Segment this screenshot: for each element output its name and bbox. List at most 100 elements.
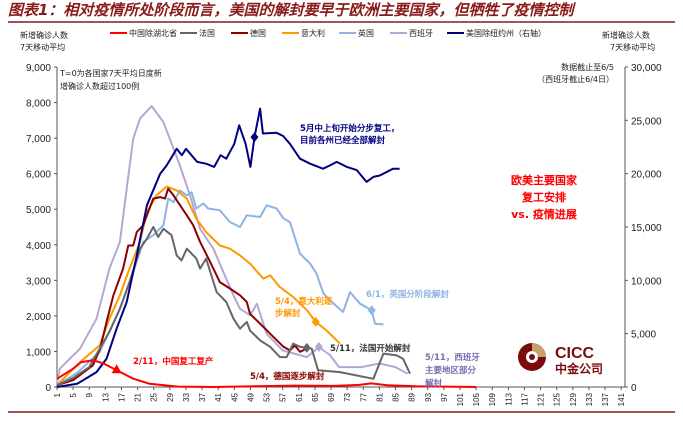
annotation-spain-line3: 解封	[425, 378, 443, 389]
x-tick-label: 53	[263, 392, 272, 401]
x-tick-label: 45	[230, 392, 239, 401]
x-tick-label: 97	[440, 392, 449, 401]
x-tick-label: 69	[327, 392, 336, 401]
right-tick-label: 15,000	[631, 223, 662, 234]
headline-line1: 欧美主要国家	[511, 173, 578, 187]
series-line-0	[56, 359, 477, 388]
left-tick-label: 1,000	[26, 347, 51, 358]
annotation-china: 2/11，中国复工复产	[133, 356, 214, 367]
cutoff-note-line2: （西班牙截止6/4日）	[537, 74, 614, 84]
legend-label: 意大利	[301, 28, 325, 38]
x-tick-label: 89	[408, 392, 417, 401]
right-tick-label: 25,000	[631, 116, 662, 127]
right-tick-label: 20,000	[631, 170, 662, 181]
diamond-marker-icon	[311, 316, 320, 327]
x-tick-label: 57	[279, 392, 288, 401]
series-line-4	[56, 189, 384, 387]
x-tick-label: 9	[85, 392, 94, 397]
t0-note-line1: T=0为各国家7天平均日度新	[59, 68, 162, 78]
x-tick-label: 129	[569, 392, 578, 406]
series-line-3	[56, 185, 341, 386]
left-tick-label: 0	[45, 383, 51, 394]
legend-label: 中国除湖北省	[129, 28, 177, 38]
x-tick-label: 29	[166, 392, 175, 401]
series-line-2	[56, 187, 308, 387]
left-tick-label: 8,000	[26, 99, 51, 110]
logo-text-en: CICC	[555, 345, 595, 362]
diamond-marker-icon	[302, 342, 311, 353]
x-tick-label: 1	[53, 392, 62, 397]
annotation-italy-line2: 步解封	[275, 308, 301, 319]
x-tick-label: 85	[392, 392, 401, 401]
legend-label: 美国除纽约州（右轴）	[466, 28, 546, 38]
diamond-marker-icon	[250, 132, 259, 143]
x-tick-label: 33	[182, 392, 191, 401]
cutoff-note-line1: 数据截止至6/5	[561, 62, 614, 72]
left-tick-label: 9,000	[26, 63, 51, 74]
legend-label: 法国	[199, 28, 215, 38]
x-tick-label: 117	[520, 392, 529, 405]
x-tick-label: 65	[311, 392, 320, 401]
diamond-marker-icon	[367, 305, 376, 316]
chart-title: 图表1：相对疫情所处阶段而言，美国的解封要早于欧洲主要国家，但牺牲了疫情控制	[8, 1, 576, 19]
series-line-5	[56, 105, 409, 384]
x-tick-label: 125	[553, 392, 562, 406]
annotation-italy-line1: 5/4，意大利逐	[275, 296, 333, 307]
left-tick-label: 6,000	[26, 170, 51, 181]
left-tick-label: 7,000	[26, 134, 51, 145]
right-tick-label: 5,000	[631, 330, 656, 341]
cicc-logo: CICC 中金公司	[518, 343, 603, 376]
annotation-france: 5/11，法国开始解封	[330, 343, 411, 354]
x-tick-label: 121	[537, 392, 546, 406]
x-tick-label: 77	[359, 392, 368, 401]
series-markers	[111, 132, 376, 374]
logo-text-cn: 中金公司	[555, 361, 603, 376]
x-tick-label: 5	[69, 392, 78, 397]
annotation-spain-line1: 5/11，西班牙	[425, 352, 480, 363]
logo-mark-dot	[529, 354, 535, 360]
annotation-germany: 5/4，德国逐步解封	[250, 371, 325, 382]
left-tick-label: 4,000	[26, 241, 51, 252]
x-tick-label: 109	[488, 392, 497, 406]
right-axis-label-line1: 新增确诊人数	[602, 30, 650, 40]
left-axis-label-line2: 7天移动平均	[20, 42, 65, 52]
x-tick-label: 17	[117, 392, 126, 401]
legend-label: 英国	[358, 28, 374, 38]
right-tick-label: 0	[631, 383, 637, 394]
diamond-marker-icon	[314, 341, 323, 352]
legend-label: 德国	[250, 28, 266, 38]
x-tick-label: 81	[375, 392, 384, 401]
x-tick-label: 101	[456, 392, 465, 406]
left-axis-label-line1: 新增确诊人数	[20, 30, 68, 40]
legend-label: 西班牙	[409, 28, 433, 38]
left-tick-label: 2,000	[26, 312, 51, 323]
x-tick-label: 73	[343, 392, 352, 401]
axes: 0 1,000 2,000 3,000 4,000 5,000 6,000 7,000 8,00…	[26, 63, 662, 406]
legend: 中国除湖北省 法国 德国 意大利 英国 西班牙 美国除纽约州（右轴）	[110, 28, 546, 38]
headline-line3: vs. 疫情进展	[511, 207, 578, 221]
headline-line2: 复工安排	[521, 190, 566, 204]
annotation-us-line1: 5月中上旬开始分步复工，	[300, 123, 399, 134]
x-tick-label: 105	[472, 392, 481, 406]
left-tick-label: 5,000	[26, 205, 51, 216]
annotation-us-line2: 目前各州已经全部解封	[300, 135, 386, 146]
x-tick-label: 113	[504, 392, 513, 405]
right-tick-label: 10,000	[631, 276, 662, 287]
x-tick-label: 133	[585, 392, 594, 406]
x-tick-label: 137	[601, 392, 610, 406]
series-line-6	[56, 107, 400, 388]
x-tick-label: 25	[150, 392, 159, 401]
x-tick-label: 41	[214, 392, 223, 401]
t0-note-line2: 增确诊人数超过100例	[60, 81, 139, 91]
left-tick-label: 3,000	[26, 276, 51, 287]
right-tick-label: 30,000	[631, 63, 662, 74]
x-tick-label: 93	[424, 392, 433, 401]
x-tick-label: 37	[198, 392, 207, 401]
x-tick-label: 13	[101, 392, 110, 401]
x-tick-label: 141	[617, 392, 626, 406]
x-tick-label: 61	[295, 392, 304, 401]
logo-mark-accent	[532, 343, 546, 357]
annotation-spain-line2: 主要地区部分	[425, 365, 477, 376]
x-tick-label: 21	[134, 392, 143, 401]
